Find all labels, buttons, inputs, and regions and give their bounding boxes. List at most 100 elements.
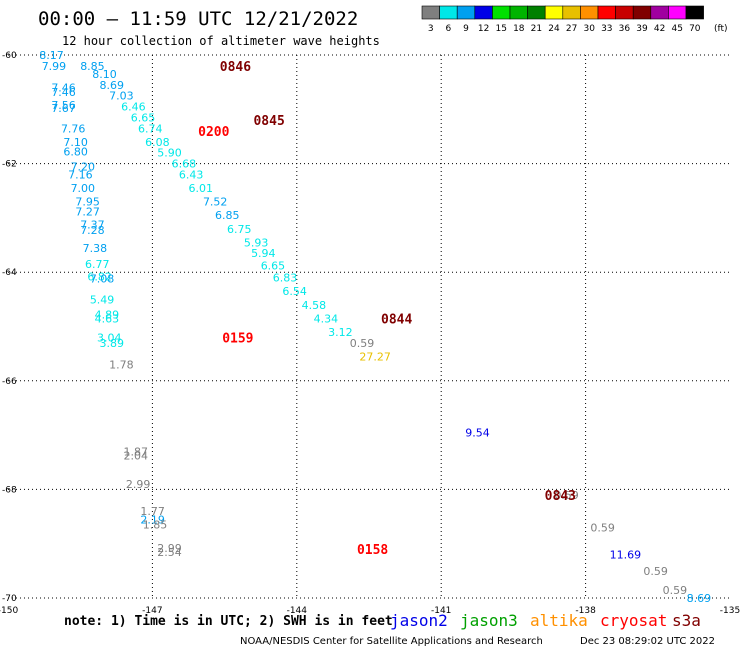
wave-height-point: 6.74: [138, 122, 163, 135]
wave-height-point: 7.46: [51, 86, 76, 99]
wave-height-point: 7.16: [68, 168, 93, 181]
wave-height-point: 7.00: [71, 182, 96, 195]
x-tick-label: -138: [575, 606, 596, 616]
colorbar-swatch: [544, 5, 564, 20]
wave-height-point: 7.76: [61, 122, 86, 135]
wave-height-point: 2.19: [140, 513, 165, 526]
pass-time-label: 0846: [220, 60, 251, 75]
satellite-legend-altika: altika: [530, 611, 588, 630]
color-scale-legend: 3 6 9 12 15 18 21 24 27 30 33 36 39 42 45 70: [421, 5, 704, 34]
wave-height-point: 5.93: [244, 236, 269, 249]
wave-height-point: 2.54: [157, 546, 182, 559]
colorbar-swatch: [474, 5, 493, 20]
wave-height-point: 0.59: [554, 489, 579, 502]
colorbar-swatch: [632, 5, 652, 20]
wave-height-point: 7.28: [80, 224, 105, 237]
colorbar-swatch: [650, 5, 669, 20]
wave-height-point: 1.87: [124, 445, 148, 458]
pass-time-labels: 0846 0845 0200 0844 0159 0158 0843: [198, 60, 576, 558]
x-tick-label: -147: [142, 606, 162, 616]
colorbar-label: 33: [601, 24, 612, 34]
wave-height-point: 4.89: [95, 309, 120, 322]
wave-height-point: 6.65: [131, 111, 156, 124]
wave-height-point: 6.43: [179, 168, 204, 181]
colorbar-label: 12: [478, 24, 489, 34]
colorbar-label: 9: [463, 24, 469, 34]
wave-height-point: 6.85: [215, 209, 240, 222]
wave-height-point: 7.99: [42, 60, 66, 73]
wave-height-point: 8.17: [39, 49, 64, 62]
wave-height-point: 7.67: [51, 102, 76, 115]
satellite-legend-jason2: jason2: [390, 611, 448, 630]
pass-time-label: 0845: [253, 114, 284, 129]
wave-height-point: 27.27: [359, 350, 391, 363]
x-tick-label: -144: [287, 606, 308, 616]
wave-height-point: 7.10: [63, 136, 88, 149]
wave-height-point: 7.38: [83, 242, 108, 255]
colorbar-swatch: [421, 5, 440, 20]
colorbar-swatch: [492, 5, 511, 20]
wave-height-point: 0.59: [590, 521, 615, 534]
colorbar-label: 70: [689, 24, 701, 34]
wave-height-point: 6.80: [63, 146, 88, 159]
wave-height-point: 0.59: [350, 337, 375, 350]
wave-height-point: 5.49: [90, 293, 115, 306]
y-tick-labels: -60 -62 -64 -66 -68 -70: [2, 51, 17, 604]
y-tick-label: -64: [2, 268, 17, 278]
y-tick-label: -68: [2, 485, 17, 495]
satellite-legend-jason3: jason3: [460, 611, 518, 630]
wave-height-point: 6.68: [172, 158, 197, 171]
chart-subtitle: 12 hour collection of altimeter wave hei…: [62, 34, 380, 48]
colorbar-label: 3: [428, 24, 434, 34]
wave-height-point: 3.12: [328, 326, 353, 339]
pass-time-label: 0844: [381, 312, 412, 327]
wave-height-point: 8.69: [99, 79, 124, 92]
wave-height-point: 4.58: [302, 299, 327, 312]
wave-height-point: 8.10: [92, 68, 117, 81]
colorbar-swatch: [509, 5, 528, 20]
colorbar-unit: (ft): [714, 24, 728, 34]
colorbar-label: 24: [548, 24, 560, 34]
wave-height-point: 0.59: [643, 565, 668, 578]
wave-height-point: 7.08: [90, 273, 115, 286]
wave-height-values: 8.177.99 8.858.107.467.468.697.037.567.67…: [39, 49, 711, 605]
wave-height-point: 7.03: [109, 90, 134, 103]
colorbar-swatch: [668, 5, 687, 20]
wave-height-point: 1.85: [143, 519, 168, 532]
x-tick-label: -150: [0, 606, 18, 616]
wave-height-point: 3.04: [97, 331, 122, 344]
colorbar-swatch: [439, 5, 458, 20]
colorbar-label: 39: [636, 24, 648, 34]
wave-height-point: 5.90: [157, 147, 182, 160]
wave-height-point: 2.99: [157, 542, 182, 555]
wave-height-point: 2.04: [124, 450, 148, 463]
wave-height-point: 4.34: [314, 312, 339, 325]
colorbar-swatch: [456, 5, 476, 20]
colorbar-swatch: [527, 5, 546, 20]
colorbar-swatch: [580, 5, 599, 20]
colorbar-label: 18: [513, 24, 525, 34]
y-tick-label: -70: [2, 594, 17, 604]
wave-height-point: 7.56: [51, 99, 76, 112]
x-tick-label: -135: [720, 606, 740, 616]
wave-height-point: 5.94: [251, 247, 276, 260]
colorbar-label: 27: [566, 24, 577, 34]
satellite-legend-cryosat: cryosat: [600, 611, 667, 630]
colorbar-label: 30: [583, 24, 595, 34]
colorbar-swatch: [597, 5, 616, 20]
wave-height-point: 6.08: [145, 136, 170, 149]
colorbar-swatch: [615, 5, 634, 20]
wave-height-point: 7.95: [75, 196, 100, 209]
wave-height-point: 8.69: [687, 592, 712, 605]
footer-timestamp: Dec 23 08:29:02 UTC 2022: [580, 636, 715, 647]
wave-height-point: 6.83: [273, 272, 298, 285]
pass-time-label: 0843: [545, 489, 576, 504]
wave-height-point: 6.75: [227, 223, 252, 236]
wave-height-point: 7.37: [80, 218, 105, 231]
grid-lines: [8, 54, 730, 599]
y-tick-label: -62: [2, 160, 17, 170]
wave-height-point: 6.65: [261, 260, 286, 273]
wave-height-point: 11.69: [610, 549, 642, 562]
wave-height-point: 1.77: [140, 505, 165, 518]
